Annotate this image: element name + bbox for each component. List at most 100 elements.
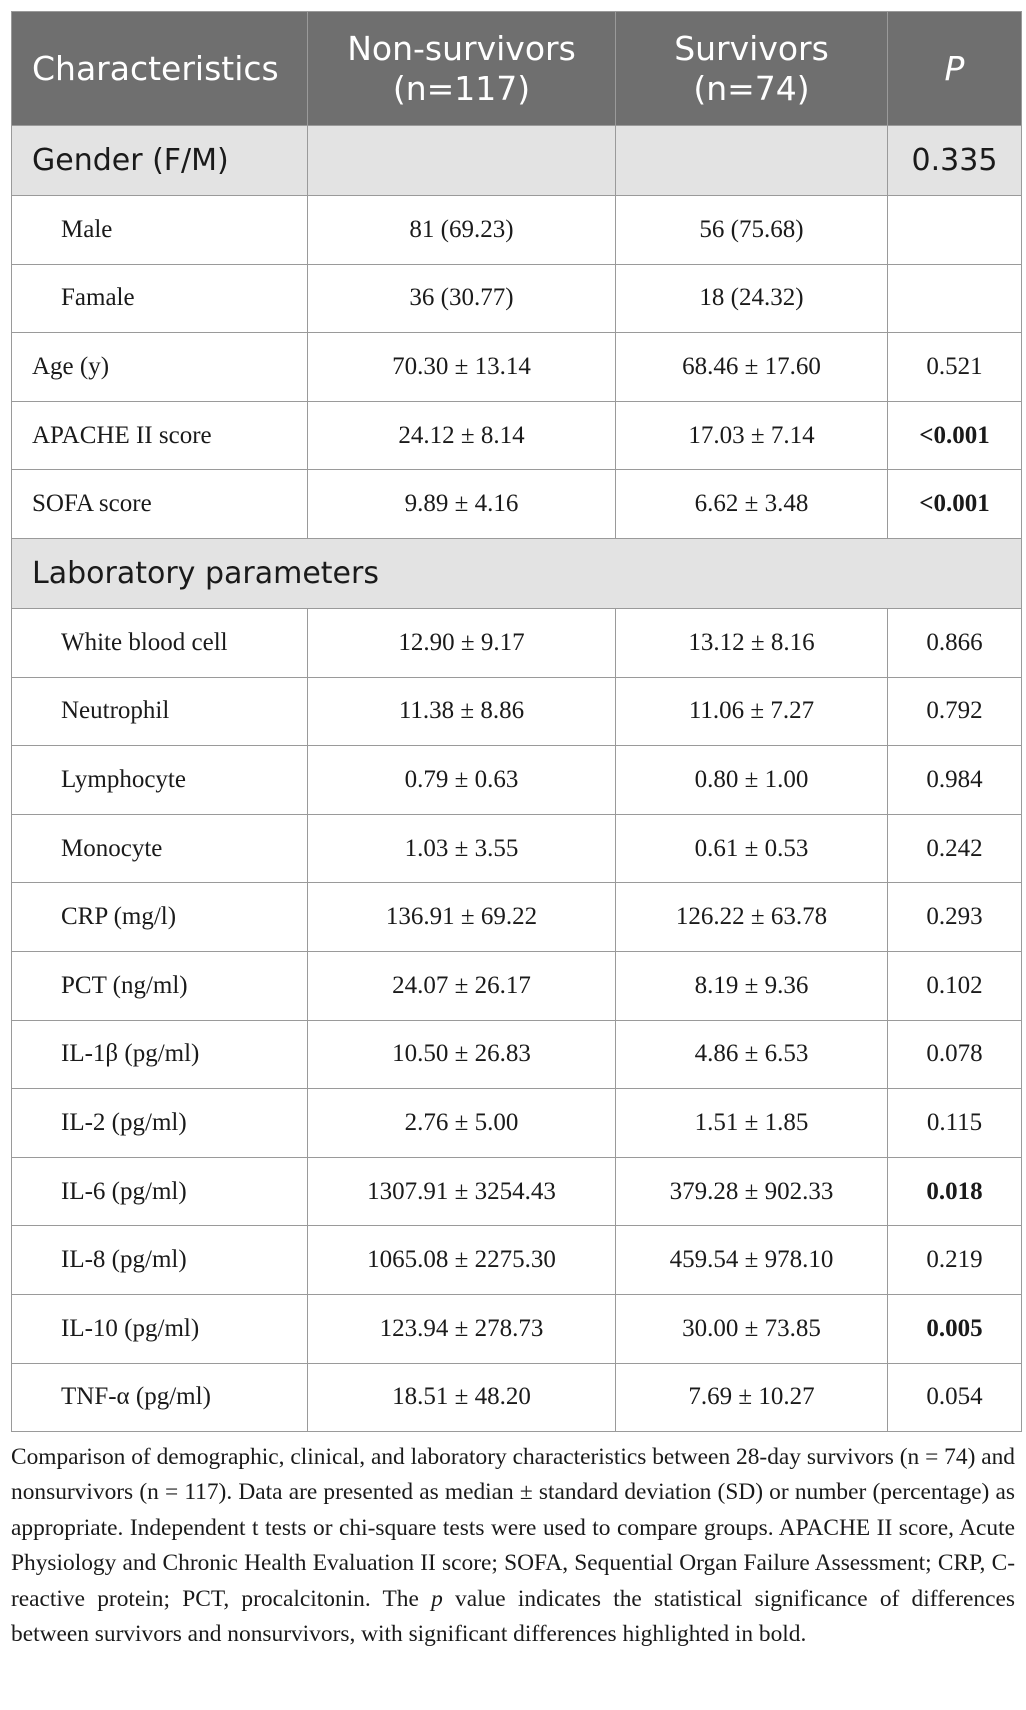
row-label: CRP (mg/l) [11,882,308,952]
cell-p-value: 0.054 [887,1362,1022,1433]
cell-non-survivors: 36 (30.77) [307,263,616,334]
row-label: Famale [11,263,308,334]
table-row: PCT (ng/ml) 24.07 ± 26.17 8.19 ± 9.36 0.… [11,950,1022,1021]
section-p-gender: 0.335 [887,125,1022,196]
row-label: White blood cell [11,607,308,678]
cell-survivors: 0.80 ± 1.00 [615,745,888,815]
characteristics-table: Characteristics Non-survivors (n=117) Su… [11,11,1022,1433]
cell-survivors: 4.86 ± 6.53 [615,1019,888,1090]
row-label: Age (y) [11,332,308,402]
table-row: Monocyte 1.03 ± 3.55 0.61 ± 0.53 0.242 [11,813,1022,884]
cell-non-survivors: 18.51 ± 48.20 [307,1362,616,1433]
caption-text: Comparison of demographic, clinical, and… [11,1444,1015,1612]
cell-non-survivors: 10.50 ± 26.83 [307,1019,616,1090]
row-label: IL-2 (pg/ml) [11,1088,308,1158]
cell-non-survivors: 0.79 ± 0.63 [307,745,616,815]
cell-survivors: 13.12 ± 8.16 [615,607,888,678]
cell-p-value-significant: 0.005 [887,1293,1022,1364]
row-label: Male [11,195,308,265]
cell-survivors: 68.46 ± 17.60 [615,332,888,402]
cell-survivors: 459.54 ± 978.10 [615,1225,888,1295]
table-row: IL-1β (pg/ml) 10.50 ± 26.83 4.86 ± 6.53 … [11,1019,1022,1090]
table-row: IL-10 (pg/ml) 123.94 ± 278.73 30.00 ± 73… [11,1293,1022,1364]
cell-p-value: 0.521 [887,332,1022,402]
cell-p-value-significant: <0.001 [887,469,1022,539]
header-non-survivors-label: Non-survivors [347,28,576,68]
cell-survivors: 8.19 ± 9.36 [615,950,888,1021]
header-characteristics: Characteristics [11,11,308,126]
cell-non-survivors: 9.89 ± 4.16 [307,469,616,539]
row-label: Neutrophil [11,676,308,747]
table-row: APACHE II score 24.12 ± 8.14 17.03 ± 7.1… [11,400,1022,471]
cell-survivors: 30.00 ± 73.85 [615,1293,888,1364]
table-row: TNF-α (pg/ml) 18.51 ± 48.20 7.69 ± 10.27… [11,1362,1022,1433]
cell-p-value [887,195,1022,265]
table-row: IL-6 (pg/ml) 1307.91 ± 3254.43 379.28 ± … [11,1156,1022,1227]
section-label-laboratory: Laboratory parameters [11,537,1022,609]
section-label-gender: Gender (F/M) [11,125,308,196]
cell-p-value: 0.792 [887,676,1022,747]
row-label: Lymphocyte [11,745,308,815]
cell-non-survivors: 2.76 ± 5.00 [307,1088,616,1158]
table-row: CRP (mg/l) 136.91 ± 69.22 126.22 ± 63.78… [11,882,1022,952]
row-label: IL-8 (pg/ml) [11,1225,308,1295]
cell-survivors: 379.28 ± 902.33 [615,1156,888,1227]
header-survivors-label: Survivors [674,28,829,68]
table-row: Male 81 (69.23) 56 (75.68) [11,195,1022,265]
table-container: Characteristics Non-survivors (n=117) Su… [11,11,1022,1433]
row-label: Monocyte [11,813,308,884]
table-row: IL-2 (pg/ml) 2.76 ± 5.00 1.51 ± 1.85 0.1… [11,1088,1022,1158]
cell-non-survivors: 1307.91 ± 3254.43 [307,1156,616,1227]
cell-non-survivors: 136.91 ± 69.22 [307,882,616,952]
row-label: IL-10 (pg/ml) [11,1293,308,1364]
cell-p-value: 0.078 [887,1019,1022,1090]
cell-survivors: 17.03 ± 7.14 [615,400,888,471]
table-header-row: Characteristics Non-survivors (n=117) Su… [11,11,1022,126]
cell-non-survivors: 24.12 ± 8.14 [307,400,616,471]
cell-non-survivors: 12.90 ± 9.17 [307,607,616,678]
row-label: IL-1β (pg/ml) [11,1019,308,1090]
cell-survivors: 56 (75.68) [615,195,888,265]
table-row: Famale 36 (30.77) 18 (24.32) [11,263,1022,334]
cell-non-survivors: 70.30 ± 13.14 [307,332,616,402]
caption-text-end: value indicates the statistical signific… [11,1585,1015,1648]
cell-survivors: 126.22 ± 63.78 [615,882,888,952]
cell-p-value: 0.984 [887,745,1022,815]
cell-survivors: 7.69 ± 10.27 [615,1362,888,1433]
table-row: Lymphocyte 0.79 ± 0.63 0.80 ± 1.00 0.984 [11,745,1022,815]
cell-p-value: 0.866 [887,607,1022,678]
cell-non-survivors: 81 (69.23) [307,195,616,265]
cell-non-survivors: 1.03 ± 3.55 [307,813,616,884]
header-non-survivors: Non-survivors (n=117) [307,11,616,126]
table-caption: Comparison of demographic, clinical, and… [11,1440,1015,1652]
row-label: IL-6 (pg/ml) [11,1156,308,1227]
table-row: Neutrophil 11.38 ± 8.86 11.06 ± 7.27 0.7… [11,676,1022,747]
cell-p-value-significant: 0.018 [887,1156,1022,1227]
section-cell-empty [307,125,616,196]
caption-p-symbol: p [431,1585,443,1612]
cell-p-value-significant: <0.001 [887,400,1022,471]
cell-survivors: 18 (24.32) [615,263,888,334]
cell-p-value: 0.242 [887,813,1022,884]
section-cell-empty [615,125,888,196]
header-survivors-count: (n=74) [693,68,810,108]
table-row: Age (y) 70.30 ± 13.14 68.46 ± 17.60 0.52… [11,332,1022,402]
cell-non-survivors: 11.38 ± 8.86 [307,676,616,747]
cell-survivors: 6.62 ± 3.48 [615,469,888,539]
cell-p-value [887,263,1022,334]
header-p-value: P [887,11,1022,126]
row-label: PCT (ng/ml) [11,950,308,1021]
row-label: SOFA score [11,469,308,539]
table-row: IL-8 (pg/ml) 1065.08 ± 2275.30 459.54 ± … [11,1225,1022,1295]
cell-non-survivors: 1065.08 ± 2275.30 [307,1225,616,1295]
cell-p-value: 0.293 [887,882,1022,952]
header-non-survivors-count: (n=117) [392,68,531,108]
cell-p-value: 0.102 [887,950,1022,1021]
cell-survivors: 1.51 ± 1.85 [615,1088,888,1158]
section-row-laboratory: Laboratory parameters [11,537,1022,609]
table-row: SOFA score 9.89 ± 4.16 6.62 ± 3.48 <0.00… [11,469,1022,539]
cell-p-value: 0.115 [887,1088,1022,1158]
row-label: APACHE II score [11,400,308,471]
row-label: TNF-α (pg/ml) [11,1362,308,1433]
cell-non-survivors: 123.94 ± 278.73 [307,1293,616,1364]
